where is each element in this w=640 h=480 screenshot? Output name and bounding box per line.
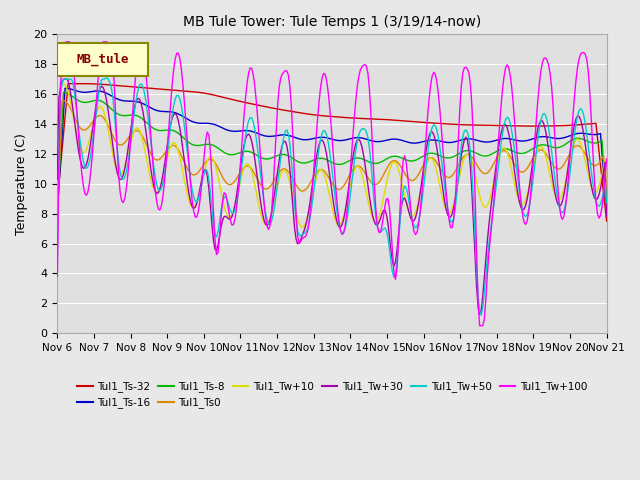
Text: MB_tule: MB_tule xyxy=(77,53,129,66)
Y-axis label: Temperature (C): Temperature (C) xyxy=(15,133,28,235)
Title: MB Tule Tower: Tule Temps 1 (3/19/14-now): MB Tule Tower: Tule Temps 1 (3/19/14-now… xyxy=(183,15,481,29)
Legend: Tul1_Ts-32, Tul1_Ts-16, Tul1_Ts-8, Tul1_Ts0, Tul1_Tw+10, Tul1_Tw+30, Tul1_Tw+50,: Tul1_Ts-32, Tul1_Ts-16, Tul1_Ts-8, Tul1_… xyxy=(73,377,591,413)
FancyBboxPatch shape xyxy=(58,43,148,76)
